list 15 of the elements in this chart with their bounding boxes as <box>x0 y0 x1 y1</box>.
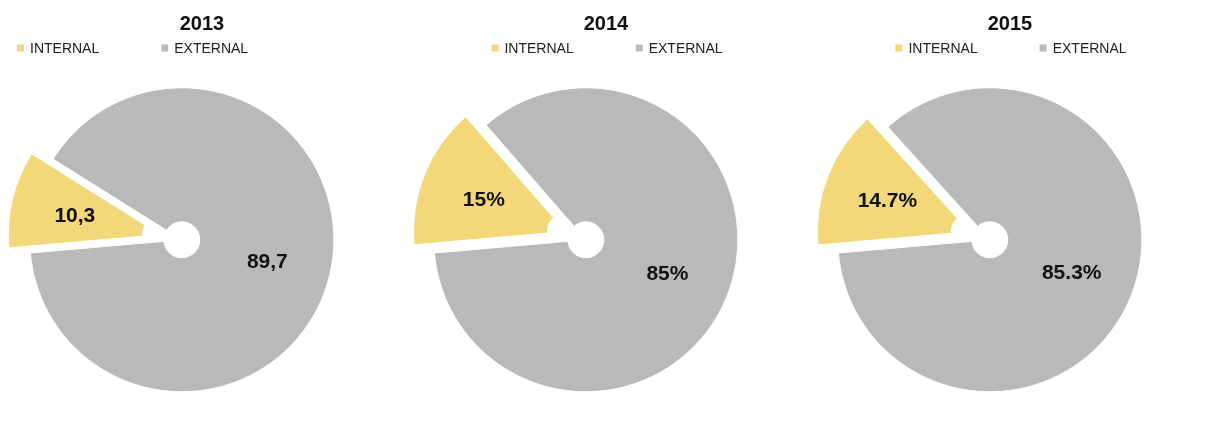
data-label: 85% <box>646 261 689 285</box>
legend-label: EXTERNAL <box>174 40 249 56</box>
legend-label: EXTERNAL <box>648 40 723 56</box>
legend-label: INTERNAL <box>504 40 574 56</box>
legend-label: EXTERNAL <box>1052 40 1127 56</box>
data-label: 10,3 <box>54 202 96 226</box>
chart-title: 2014 <box>583 12 630 34</box>
data-label: 14.7% <box>857 188 918 212</box>
data-label: 85.3% <box>1041 260 1102 284</box>
legend-label: INTERNAL <box>908 40 978 56</box>
data-label: 15% <box>462 187 506 211</box>
legend-label: INTERNAL <box>30 40 100 56</box>
data-label: 89,7 <box>246 248 288 272</box>
chart-title: 2013 <box>179 12 225 34</box>
chart-title: 2015 <box>987 12 1033 34</box>
